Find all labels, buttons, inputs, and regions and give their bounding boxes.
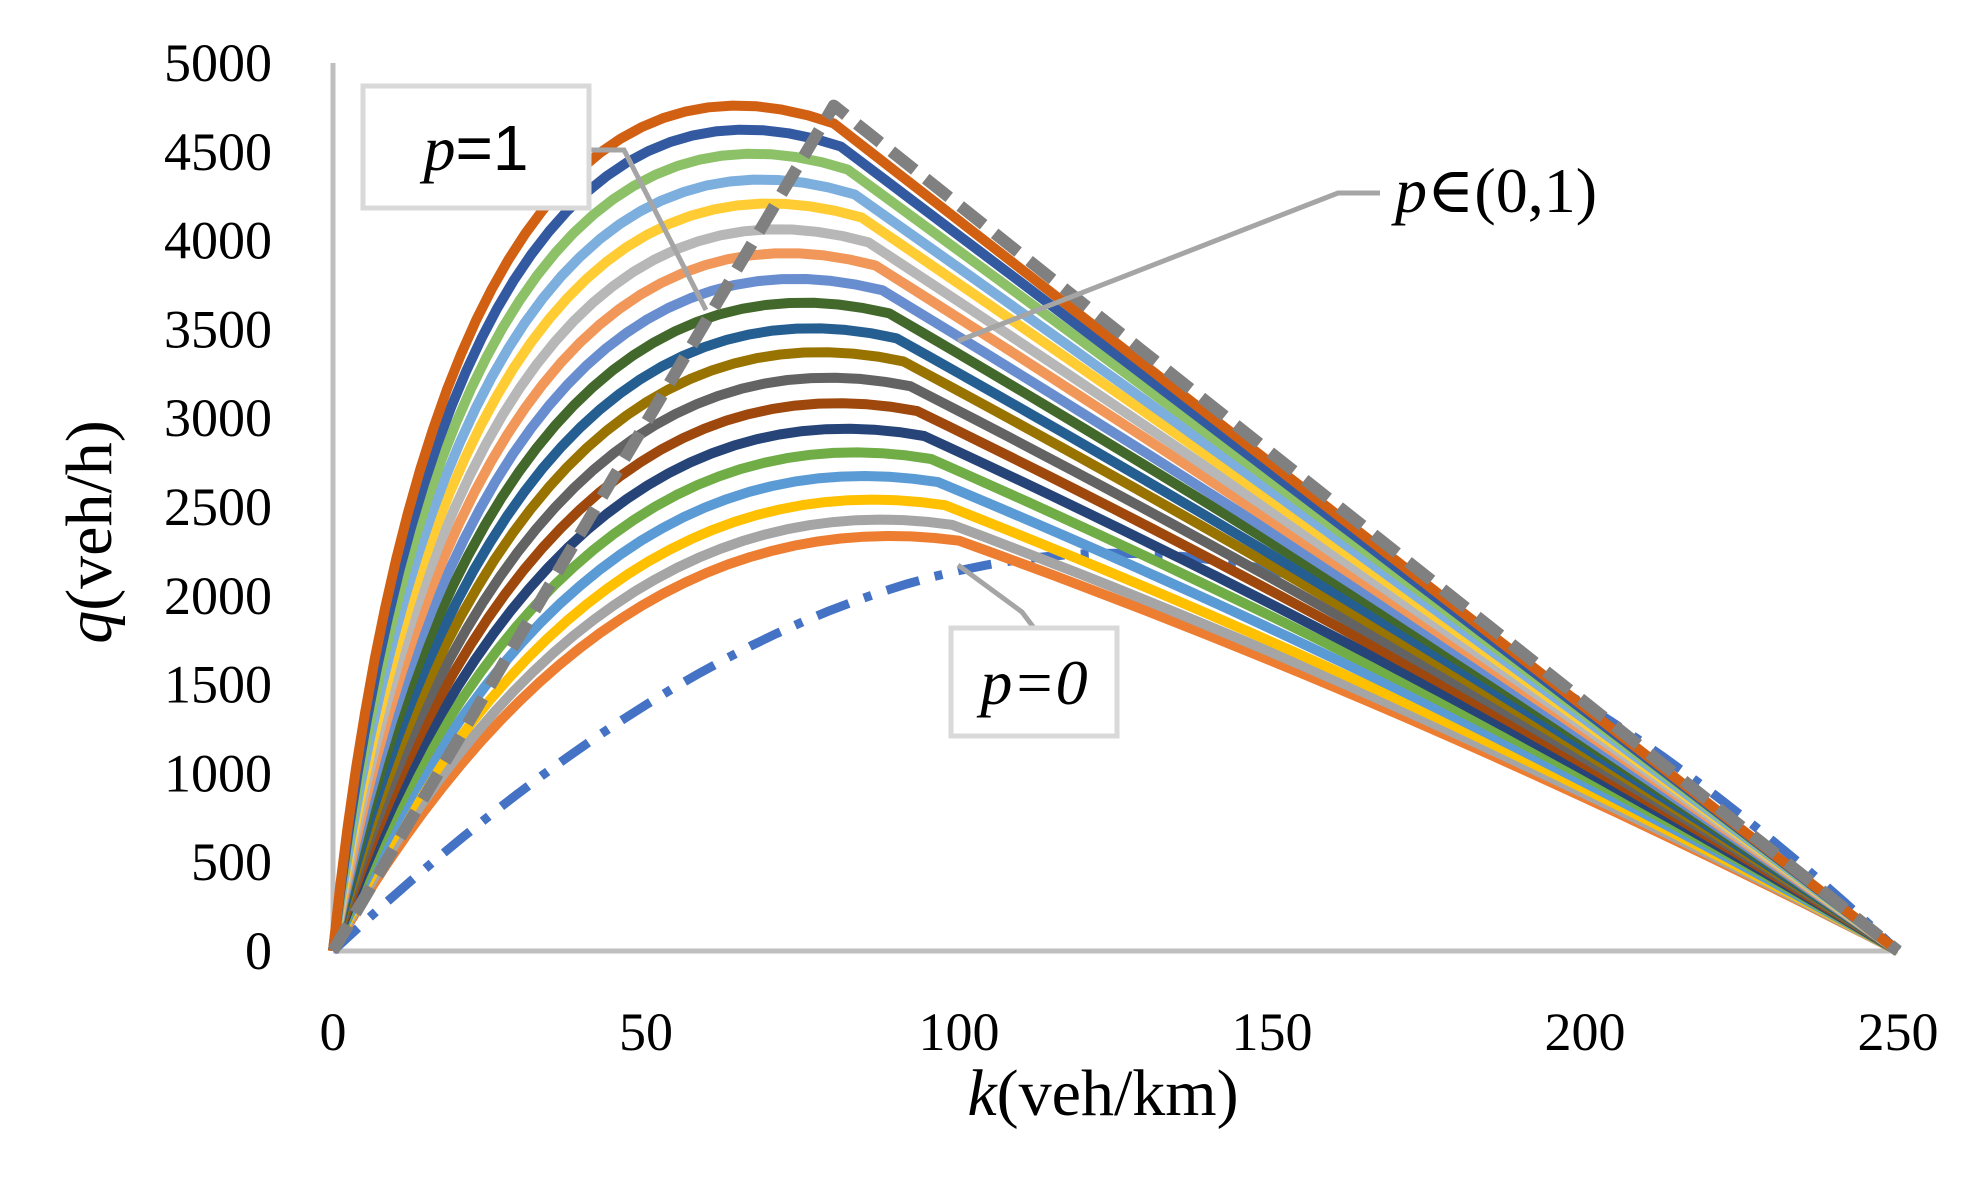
annotation-p1-box <box>360 83 592 211</box>
x-axis-title-rest: (veh/km) <box>997 1057 1239 1130</box>
annotation-p0-label: p=0 <box>976 647 1087 718</box>
annotation-pmix-leader <box>957 190 1380 344</box>
annotation-p0-rest: =0 <box>1012 647 1087 718</box>
y-axis-title: q(veh/h) <box>53 420 126 644</box>
axes <box>330 63 1898 954</box>
x-axis-title: k(veh/km) <box>967 1057 1238 1130</box>
annotation-p0-italic: p <box>976 647 1012 718</box>
x-axis-title-italic: k <box>967 1057 998 1130</box>
annotation-pmix-label: p∈(0,1) <box>1391 155 1597 226</box>
annotation-p1-label: p=1 <box>420 112 529 184</box>
x-tick-label: 100 <box>919 1002 1000 1062</box>
y-tick-label: 500 <box>191 832 272 892</box>
y-tick-label: 1500 <box>164 655 272 715</box>
series-layer <box>327 99 1902 956</box>
annotation-p1-italic: p <box>420 113 456 184</box>
y-tick-label: 0 <box>245 921 272 981</box>
series-line-7 <box>328 398 1901 956</box>
annotation-pmix-rest: ∈(0,1) <box>1427 155 1597 226</box>
annotation-p0-box <box>948 625 1120 739</box>
x-tick-label: 50 <box>619 1002 673 1062</box>
annotation-p0-leader <box>956 562 1036 630</box>
y-tick-label: 2500 <box>164 477 272 537</box>
annotation-pmix-italic: p <box>1391 155 1427 226</box>
series-line-6 <box>328 423 1901 956</box>
series-line-5 <box>328 447 1901 956</box>
annotations <box>589 147 1380 630</box>
x-tick-label: 0 <box>320 1002 347 1062</box>
y-axis-title-rest: (veh/h) <box>53 420 126 611</box>
y-tick-label: 4500 <box>164 122 272 182</box>
x-tick-label: 200 <box>1545 1002 1626 1062</box>
x-tick-label: 250 <box>1858 1002 1939 1062</box>
y-tick-label: 5000 <box>164 33 272 93</box>
annotation-p1-rest: =1 <box>456 112 529 184</box>
y-tick-label: 2000 <box>164 566 272 626</box>
series-line-8 <box>328 372 1901 956</box>
annotation-p1-leader <box>589 147 709 312</box>
y-axis-title-italic: q <box>53 611 126 644</box>
y-tick-label: 1000 <box>164 743 272 803</box>
series-line-3 <box>328 494 1901 956</box>
tick-labels: 0500100015002000250030003500400045005000… <box>164 33 1939 1062</box>
series-line-p0 <box>329 548 1902 955</box>
y-tick-label: 3000 <box>164 388 272 448</box>
y-tick-label: 3500 <box>164 299 272 359</box>
x-tick-label: 150 <box>1232 1002 1313 1062</box>
series-line-p1 <box>327 99 1902 956</box>
y-tick-label: 4000 <box>164 211 272 271</box>
